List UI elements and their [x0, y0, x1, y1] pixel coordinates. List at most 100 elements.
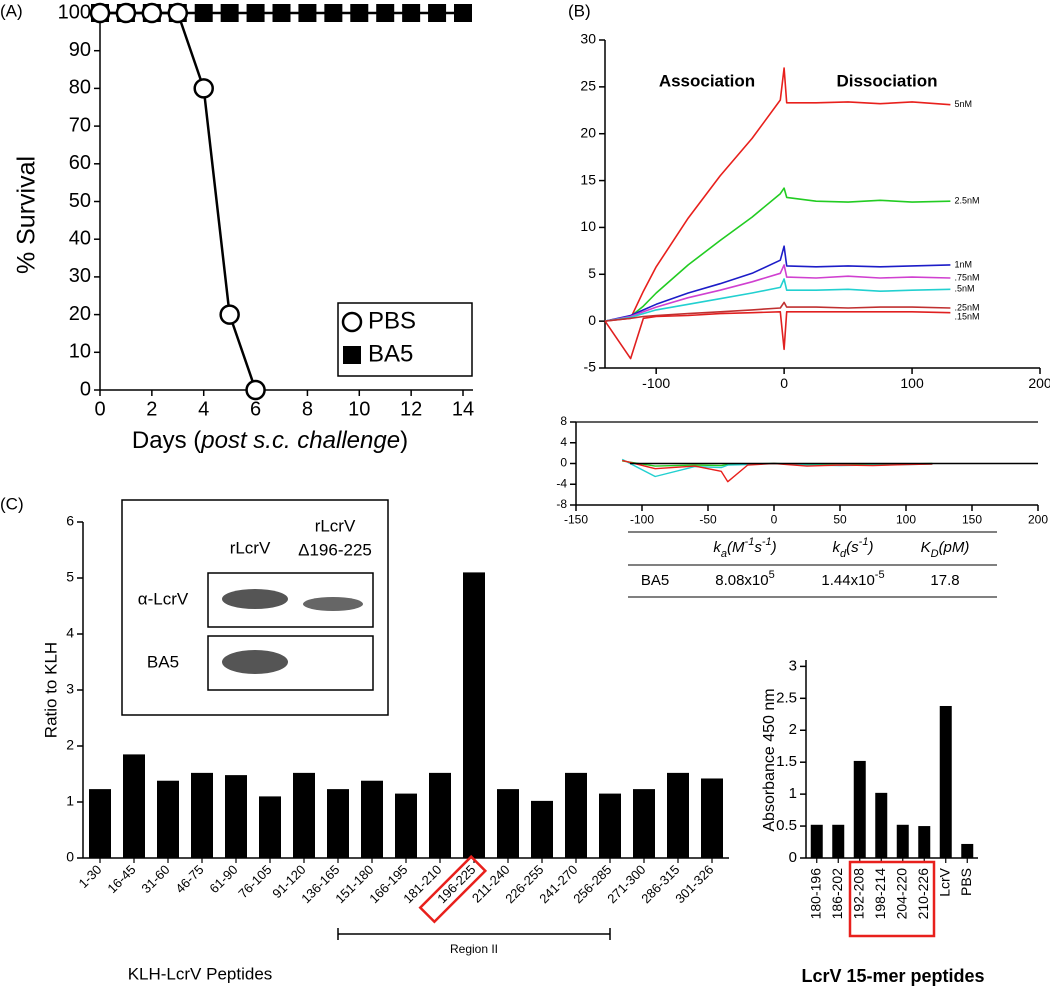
y-tick-label: 6: [66, 513, 74, 529]
bar: [633, 789, 655, 858]
y-tick-label: 25: [580, 78, 596, 94]
legend-marker: [343, 346, 361, 364]
data-line: [604, 278, 951, 322]
series-label: .75nM: [954, 272, 979, 282]
table-cell-part: (pM): [939, 539, 970, 556]
bar: [89, 789, 111, 858]
bar: [853, 760, 866, 858]
y-tick-label: 0: [66, 849, 74, 865]
marker: [141, 2, 163, 24]
x-tick-label: 198-214: [872, 868, 888, 920]
bar: [918, 826, 931, 858]
marker: [454, 4, 472, 22]
bar: [565, 772, 587, 858]
y-tick-label: 50: [69, 190, 91, 212]
x-tick-label: 2: [146, 398, 157, 420]
y-tick-label: 40: [69, 227, 91, 249]
y-tick-label: 4: [66, 625, 74, 641]
series-label: 2.5nM: [954, 196, 979, 206]
marker: [115, 2, 137, 24]
marker: [246, 4, 265, 22]
x-tick-label: 301-326: [672, 862, 716, 906]
blot-band: [222, 650, 288, 674]
y-tick-label: 1.5: [776, 753, 797, 770]
data-line: [604, 264, 951, 322]
highlight-box: [418, 854, 488, 924]
x-tick-label: 76-105: [235, 862, 274, 901]
table-cell-part: K: [921, 539, 932, 556]
legend-marker: [341, 311, 363, 333]
x-tick-label: 210-226: [915, 868, 931, 920]
x-tick-label: 1-30: [76, 862, 105, 891]
marker: [298, 4, 317, 22]
table-cell-part: 8.08x10: [715, 572, 768, 589]
marker: [376, 4, 395, 22]
y-tick-label: 0: [80, 378, 91, 400]
bar: [259, 796, 281, 858]
bar: [599, 793, 621, 858]
y-tick-label: 20: [69, 303, 91, 325]
y-tick-label: 5: [66, 569, 74, 585]
series-label: 5nM: [954, 99, 972, 109]
bar: [896, 824, 909, 858]
y-tick-label: 4: [560, 435, 567, 449]
x-tick-label: -100: [642, 375, 670, 391]
y-tick-label: 10: [69, 341, 91, 363]
table-cell-part: k: [713, 539, 722, 556]
table-cell-part: ): [866, 539, 873, 556]
y-tick-label: 100: [58, 1, 91, 23]
y-axis-label: % Survival: [13, 156, 41, 274]
table-cell-part: -1: [762, 536, 772, 548]
marker: [219, 304, 240, 325]
x-tick-label: 200: [1028, 512, 1048, 526]
x-tick-label: 14: [452, 398, 474, 420]
marker: [193, 78, 214, 99]
table-cell-part: 17.8: [930, 572, 959, 589]
bar: [701, 778, 723, 858]
y-tick-label: 3: [66, 681, 74, 697]
table-cell-part: -5: [875, 569, 885, 581]
table-cell-part: s: [754, 539, 762, 556]
table-cell-part: D: [931, 548, 939, 560]
table-cell-part: (s: [846, 539, 859, 556]
table-cell-part: a: [721, 548, 727, 560]
x-tick-label: -100: [630, 512, 654, 526]
y-tick-label: 5: [588, 265, 596, 281]
y-tick-label: 0: [789, 849, 797, 866]
panel-label: (C): [0, 494, 24, 513]
x-tick-label: 16-45: [104, 862, 138, 896]
x-tick-label: 180-196: [807, 868, 823, 920]
x-axis-label-part: ): [400, 427, 408, 454]
data-line: [604, 301, 951, 322]
y-tick-label: -4: [556, 476, 567, 490]
y-tick-label: -8: [556, 497, 567, 511]
bar: [225, 775, 247, 858]
y-tick-label: 1: [789, 785, 797, 802]
annotation: Association: [659, 71, 755, 90]
y-axis-label: Absorbance 450 nm: [761, 688, 778, 831]
data-line: [604, 67, 951, 322]
table-cell-part: ): [770, 539, 777, 556]
table-cell: BA5: [641, 572, 669, 589]
y-tick-label: 20: [580, 124, 596, 140]
blot-band: [222, 589, 288, 609]
marker: [350, 4, 369, 22]
table-cell-part: (M: [727, 539, 745, 556]
panel-label: (B): [568, 1, 591, 20]
bar: [395, 793, 417, 858]
y-tick-label: 30: [69, 265, 91, 287]
y-tick-label: 1: [66, 793, 74, 809]
series-label: 1nM: [954, 259, 972, 269]
x-tick-label: 200: [1028, 375, 1050, 391]
marker: [220, 4, 239, 22]
table-cell: ka(M-1s-1): [713, 536, 776, 560]
bar: [939, 705, 952, 858]
x-tick-label: 100: [896, 512, 916, 526]
y-tick-label: 2: [789, 721, 797, 738]
marker: [167, 2, 189, 24]
y-tick-label: 2: [66, 737, 74, 753]
table-cell-part: 5: [769, 569, 775, 581]
bar: [361, 780, 383, 858]
x-tick-label: 0: [780, 375, 788, 391]
lane-label: rLcrV: [230, 538, 271, 557]
